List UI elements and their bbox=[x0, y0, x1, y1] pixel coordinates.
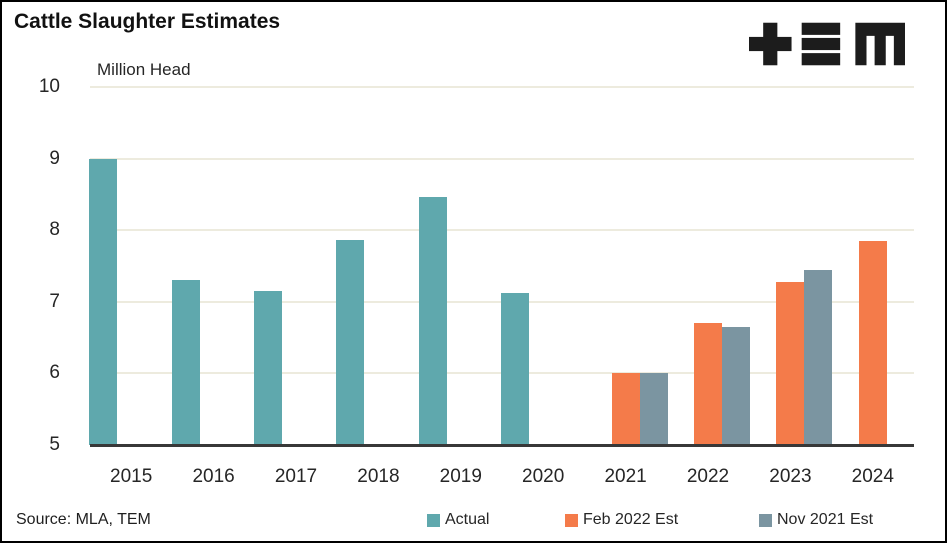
y-axis-tick-label: 10 bbox=[38, 76, 60, 97]
x-axis-tick-label: 2019 bbox=[439, 466, 482, 487]
legend-item-nov-2021-est: Nov 2021 Est bbox=[759, 511, 873, 529]
x-axis-tick-label: 2023 bbox=[769, 466, 812, 487]
legend-item-feb-2022-est: Feb 2022 Est bbox=[565, 511, 678, 529]
x-axis-tick-label: 2020 bbox=[522, 466, 565, 487]
bar-nov-2021-est-2022 bbox=[722, 326, 750, 445]
bar-actual-2019 bbox=[418, 196, 447, 445]
bar-actual-2016 bbox=[171, 280, 200, 445]
chart-title: Cattle Slaughter Estimates bbox=[14, 10, 281, 33]
bar-actual-2020 bbox=[501, 292, 530, 445]
x-axis-line bbox=[90, 444, 914, 447]
bar-nov-2021-est-2023 bbox=[804, 269, 833, 445]
bar-feb-2022-est-2024 bbox=[858, 240, 887, 445]
bar-feb-2022-est-2021 bbox=[611, 373, 640, 445]
x-axis-tick-label: 2016 bbox=[192, 466, 235, 487]
bar-actual-2018 bbox=[336, 239, 365, 445]
x-axis-tick-label: 2022 bbox=[686, 466, 730, 487]
y-axis-tick-label: 9 bbox=[49, 147, 60, 169]
x-axis-tick-label: 2024 bbox=[851, 466, 894, 487]
legend-swatch bbox=[565, 513, 578, 527]
bar-actual-2015 bbox=[89, 158, 118, 445]
tem-logo-icon bbox=[749, 22, 905, 66]
legend-label: Actual bbox=[445, 511, 490, 528]
tem-logo bbox=[749, 22, 905, 66]
x-axis-tick-label: 2021 bbox=[604, 466, 647, 487]
y-axis-unit-label: Million Head bbox=[97, 60, 191, 79]
legend: Actual Feb 2022 Est Nov 2021 Est bbox=[2, 511, 945, 533]
bar-feb-2022-est-2023 bbox=[776, 281, 805, 445]
bar-actual-2017 bbox=[254, 291, 282, 445]
legend-swatch bbox=[427, 513, 440, 527]
y-axis-tick-label: 5 bbox=[49, 434, 60, 455]
legend-label: Nov 2021 Est bbox=[777, 511, 874, 528]
x-axis-tick-label: 2015 bbox=[110, 466, 153, 487]
legend-swatch bbox=[759, 513, 772, 527]
bar-nov-2021-est-2021 bbox=[639, 373, 668, 445]
y-axis-tick-label: 8 bbox=[49, 219, 60, 241]
x-axis-tick-label: 2018 bbox=[357, 466, 400, 487]
source-note: Source: MLA, TEM bbox=[16, 511, 151, 528]
legend-label: Feb 2022 Est bbox=[583, 511, 679, 528]
y-axis-tick-label: 6 bbox=[49, 362, 60, 384]
x-axis-tick-label: 2017 bbox=[274, 466, 318, 487]
y-gridline bbox=[90, 86, 914, 88]
y-gridline bbox=[90, 229, 914, 232]
y-gridline bbox=[90, 157, 914, 160]
y-axis-tick-label: 7 bbox=[49, 290, 60, 312]
legend-item-actual: Actual bbox=[427, 511, 489, 529]
bar-feb-2022-est-2022 bbox=[694, 323, 722, 445]
